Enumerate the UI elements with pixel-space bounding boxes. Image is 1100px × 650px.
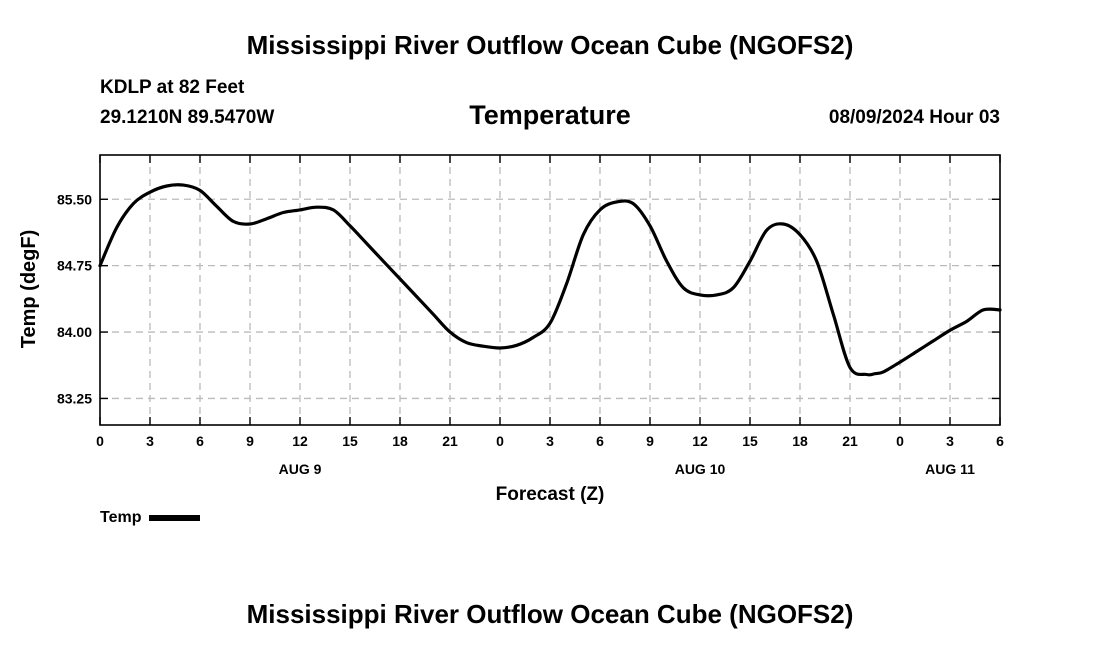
y-tick-label: 84.75: [57, 258, 92, 274]
x-tick-label: 21: [442, 433, 458, 449]
x-tick-label: 0: [496, 433, 504, 449]
x-tick-label: 6: [996, 433, 1004, 449]
y-tick-label: 84.00: [57, 324, 92, 340]
chart-main-title: Mississippi River Outflow Ocean Cube (NG…: [246, 30, 854, 60]
x-tick-label: 12: [292, 433, 308, 449]
x-tick-label: 0: [896, 433, 904, 449]
station-label: KDLP at 82 Feet: [100, 77, 245, 98]
station-coordinates: 29.1210N 89.5470W: [100, 107, 275, 128]
legend-label-temp: Temp: [100, 509, 142, 526]
x-tick-labels: 0 3 6 9 12 15 18 21 0 3 6 9 12 15 18 21 0 3 6: [96, 433, 1004, 449]
x-tick-label: 15: [342, 433, 358, 449]
series-line-temp: [98, 183, 1002, 377]
x-tick-label: 15: [742, 433, 758, 449]
x-tick-label: 6: [596, 433, 604, 449]
y-tick-label: 85.50: [57, 191, 92, 207]
legend: Temp: [100, 509, 201, 527]
x-tick-label: 3: [546, 433, 554, 449]
x-tick-label: 18: [392, 433, 408, 449]
forecast-datetime: 08/09/2024 Hour 03: [828, 107, 1000, 128]
x-tick-label: 21: [842, 433, 858, 449]
x-tick-label: 3: [146, 433, 154, 449]
chart-subtitle: Temperature: [469, 100, 631, 130]
x-tick-label: 0: [96, 433, 104, 449]
y-axis-title: Temp (degF): [18, 230, 40, 349]
x-tick-label: 9: [646, 433, 654, 449]
x-tick-label: 9: [246, 433, 254, 449]
series-layer: [98, 183, 1002, 377]
day-label: AUG 11: [925, 461, 975, 477]
day-labels: AUG 9 AUG 10 AUG 11: [279, 461, 976, 477]
y-tick-label: 83.25: [57, 390, 92, 406]
grid-lines: [100, 155, 1000, 425]
x-tick-label: 12: [692, 433, 708, 449]
x-tick-label: 6: [196, 433, 204, 449]
x-tick-label: 18: [792, 433, 808, 449]
x-tick-label: 3: [946, 433, 954, 449]
day-label: AUG 10: [675, 461, 726, 477]
day-label: AUG 9: [279, 461, 322, 477]
y-tick-labels: 83.25 84.00 84.75 85.50: [57, 191, 92, 406]
legend-swatch-temp: [149, 515, 201, 521]
axis-ticks: [99, 155, 1001, 425]
footer-title: Mississippi River Outflow Ocean Cube (NG…: [246, 599, 854, 629]
x-axis-title: Forecast (Z): [496, 484, 605, 505]
